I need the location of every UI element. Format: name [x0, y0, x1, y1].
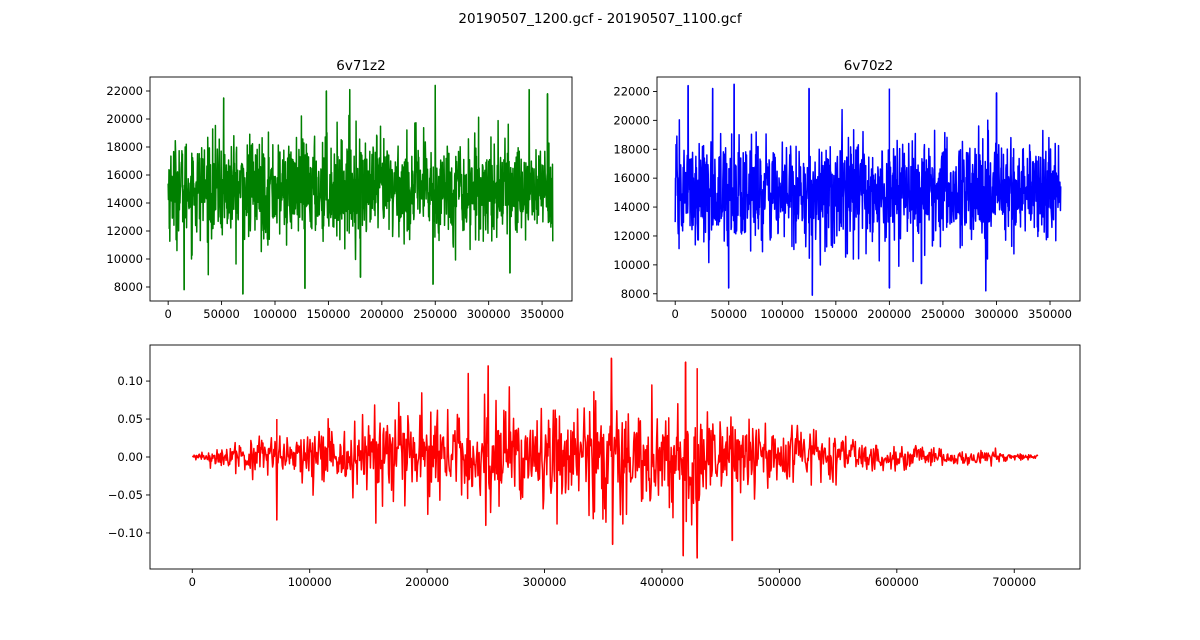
y-tick-label: 0.10 [117, 374, 143, 388]
y-tick-label: 14000 [613, 200, 650, 214]
y-tick-label: 16000 [613, 171, 650, 185]
x-tick-label: 50000 [203, 307, 240, 321]
x-tick-label: 0 [672, 307, 679, 321]
x-tick-label: 100000 [253, 307, 297, 321]
x-tick-label: 100000 [760, 307, 804, 321]
chart-title: 6v71z2 [336, 58, 385, 74]
x-tick-label: 150000 [814, 307, 858, 321]
y-tick-label: 0.00 [117, 450, 143, 464]
y-tick-label: 18000 [106, 140, 143, 154]
y-tick-label: 12000 [106, 224, 143, 238]
panel-top-right: 0 50000 100000 150000 200000 250000 300000 3500… [613, 58, 1081, 321]
x-tick-label: 300000 [467, 307, 511, 321]
x-tick-label: 250000 [413, 307, 457, 321]
x-tick-label: 500000 [757, 575, 801, 589]
y-tick-label: 22000 [613, 84, 650, 98]
x-tick-label: 350000 [520, 307, 564, 321]
plot-frame [656, 76, 1081, 302]
x-tick-label: 700000 [992, 575, 1036, 589]
figure-suptitle: 20190507_1200.gcf - 20190507_1100.gcf [458, 11, 742, 27]
x-tick-label: 300000 [523, 575, 567, 589]
panel-bottom: 0 100000 200000 300000 400000 500000 600000 700… [108, 344, 1081, 589]
x-tick-label: 150000 [306, 307, 350, 321]
x-tick-label: 0 [164, 307, 171, 321]
y-tick-label: 18000 [613, 142, 650, 156]
panel-top-left: 0 50000 100000 150000 200000 250000 300000 3500… [106, 58, 573, 321]
x-tick-label: 350000 [1028, 307, 1072, 321]
x-tick-label: 100000 [288, 575, 332, 589]
plot-frame [149, 76, 573, 302]
y-tick-label: 10000 [106, 252, 143, 266]
x-tick-label: 200000 [405, 575, 449, 589]
series-line [191, 357, 1039, 559]
x-tick-label: 400000 [640, 575, 684, 589]
y-tick-label: 0.05 [117, 412, 143, 426]
y-tick-label: 14000 [106, 196, 143, 210]
x-tick-label: 200000 [867, 307, 911, 321]
x-tick-label: 200000 [360, 307, 404, 321]
y-tick-label: 20000 [613, 113, 650, 127]
y-tick-label: −0.10 [108, 526, 143, 540]
chart-title: 6v70z2 [844, 58, 893, 74]
series-line [674, 83, 1062, 296]
x-tick-label: 50000 [710, 307, 747, 321]
y-tick-label: 22000 [106, 84, 143, 98]
y-tick-label: 12000 [613, 229, 650, 243]
x-tick-label: 0 [189, 575, 196, 589]
y-tick-label: 10000 [613, 258, 650, 272]
y-tick-label: 8000 [621, 287, 650, 301]
y-tick-label: −0.05 [108, 488, 143, 502]
y-tick-label: 16000 [106, 168, 143, 182]
y-tick-label: 8000 [114, 280, 143, 294]
y-tick-label: 20000 [106, 112, 143, 126]
x-tick-label: 300000 [975, 307, 1019, 321]
x-tick-label: 600000 [875, 575, 919, 589]
x-tick-label: 250000 [921, 307, 965, 321]
